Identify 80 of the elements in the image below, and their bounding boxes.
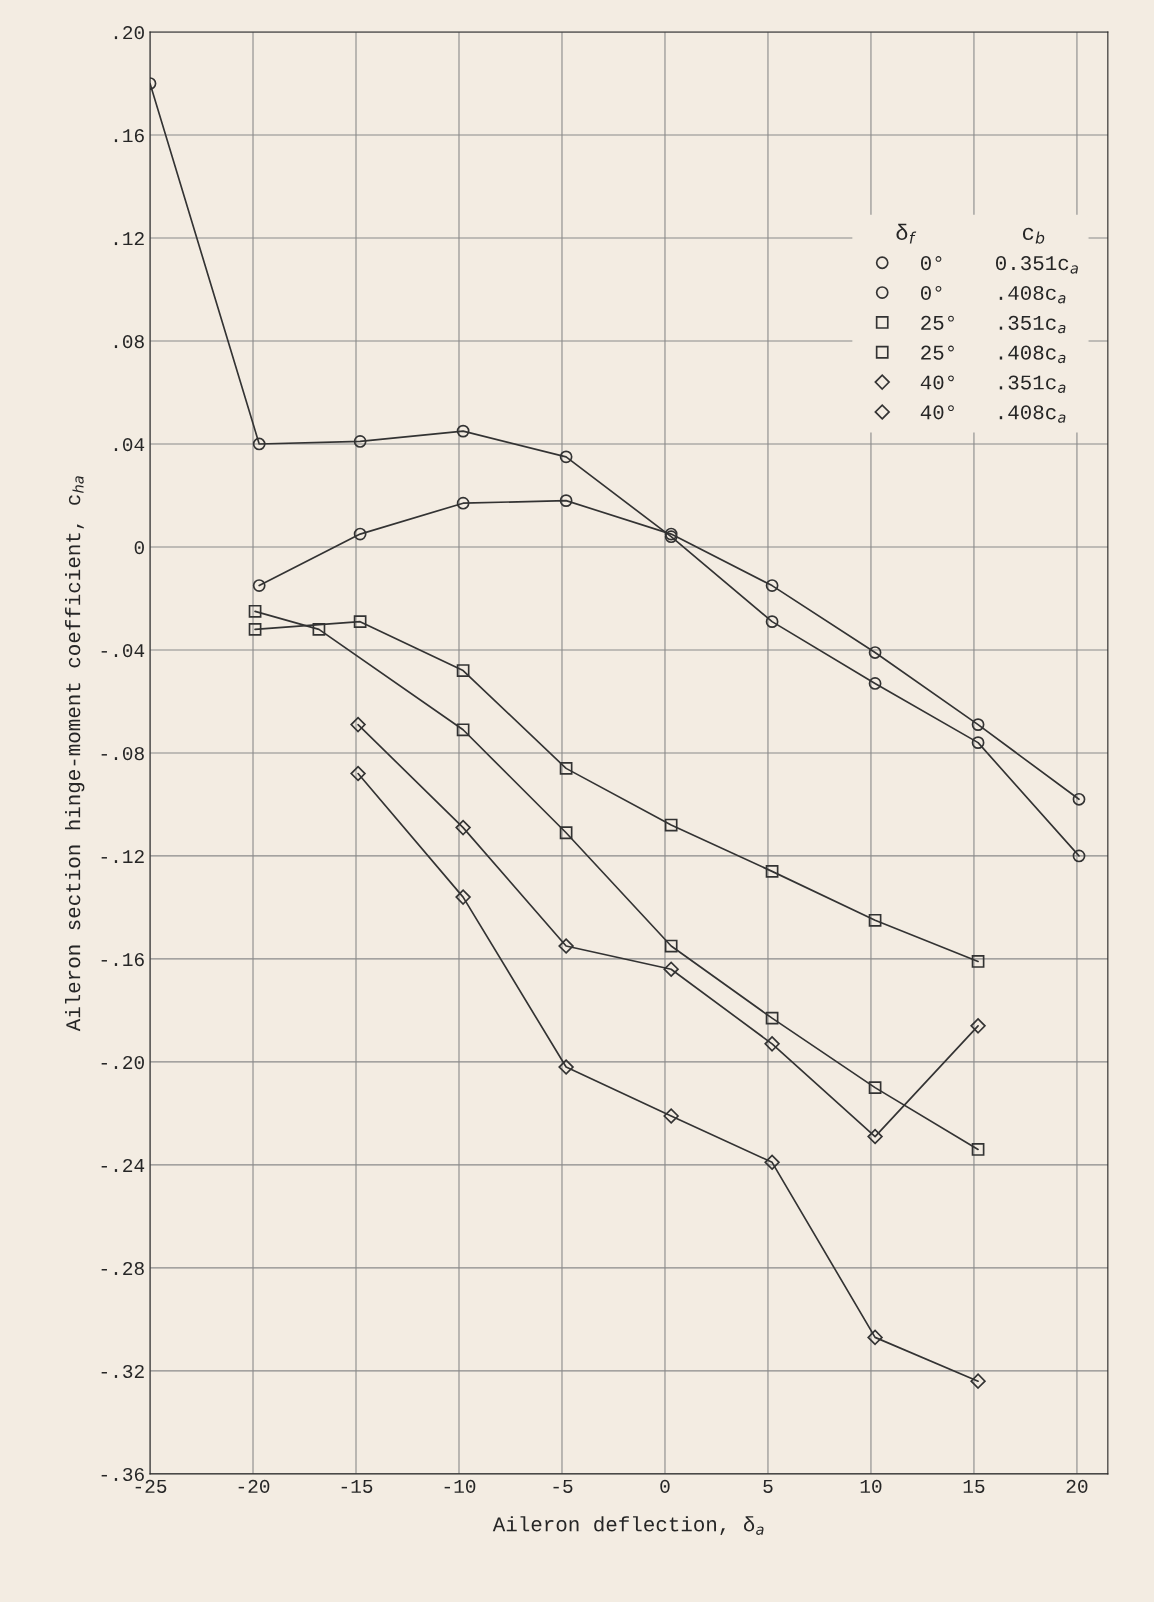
y-tick-label: -.24	[101, 1158, 145, 1172]
point	[868, 677, 882, 690]
point	[765, 864, 779, 878]
legend-label: 25° .351c$_{a}$	[921, 315, 1066, 334]
y-tick-label: .16	[114, 129, 144, 143]
y-tick-label: -.12	[101, 849, 144, 863]
legend-label: 0° .408c$_{a}$	[920, 285, 1066, 304]
point	[252, 437, 266, 451]
point	[970, 1373, 986, 1389]
y-tick-label: .08	[114, 335, 144, 349]
y-tick-label: -.32	[101, 1364, 144, 1379]
point	[350, 765, 366, 782]
y-tick-label: .12	[114, 232, 144, 246]
point	[867, 1128, 883, 1145]
point	[353, 615, 367, 629]
point	[248, 604, 262, 618]
point	[248, 622, 262, 636]
legend-label: 0° 0.351c$_{a}$	[920, 256, 1078, 274]
x-tick-label: -25	[135, 1479, 167, 1493]
x-tick-label: 5	[763, 1479, 773, 1493]
point	[350, 716, 366, 733]
point	[765, 579, 779, 592]
point	[867, 1329, 883, 1346]
y-tick-label: -.28	[101, 1261, 144, 1276]
y-tick-label: -.36	[101, 1467, 144, 1482]
x-tick-label: 15	[963, 1479, 985, 1493]
point	[1072, 792, 1086, 806]
y-tick-label: -.20	[101, 1055, 144, 1070]
point	[765, 615, 779, 629]
point	[353, 435, 367, 448]
point	[664, 939, 678, 953]
point	[252, 579, 266, 592]
point	[559, 826, 573, 840]
point	[559, 450, 573, 464]
y-tick-label: .20	[114, 26, 144, 40]
point	[353, 527, 367, 541]
point	[971, 955, 985, 968]
point	[971, 736, 985, 750]
point	[456, 723, 470, 737]
point	[868, 913, 882, 927]
y-axis-title: Aileron section hinge-moment coefficient, c$_{ha}$	[65, 476, 85, 1032]
y-tick-label: 0	[134, 541, 144, 555]
point	[764, 1036, 780, 1052]
point	[971, 1143, 985, 1156]
x-tick-label: 10	[860, 1479, 882, 1493]
point	[455, 819, 471, 836]
point	[868, 646, 882, 659]
point	[456, 664, 470, 677]
legend-label: 40° .351c$_{a}$	[920, 375, 1066, 393]
legend-label: 40° .408c$_{a}$	[920, 405, 1066, 423]
point	[456, 496, 470, 510]
point	[455, 889, 471, 905]
point	[664, 818, 678, 832]
x-tick-label: -15	[341, 1479, 373, 1493]
point	[558, 1059, 574, 1075]
point	[559, 761, 573, 775]
point	[971, 718, 985, 732]
point	[456, 424, 470, 438]
point	[764, 1154, 780, 1171]
point	[663, 1108, 679, 1124]
y-tick-label: -.08	[101, 746, 144, 761]
x-tick-label: 0	[660, 1479, 670, 1493]
text: δ$_{f}$ c$_{b}$	[896, 223, 1045, 244]
x-tick-label: 20	[1066, 1479, 1088, 1493]
x-tick-label: -20	[238, 1479, 270, 1493]
point	[663, 961, 679, 977]
point	[1072, 849, 1086, 863]
point	[868, 1081, 882, 1095]
point	[558, 938, 574, 954]
point	[559, 494, 573, 508]
legend-label: 25° .408c$_{a}$	[921, 345, 1066, 364]
x-axis-title: Aileron deflection, δ$_{a}$	[492, 1516, 764, 1535]
y-tick-label: -.16	[101, 952, 144, 967]
x-tick-label: -10	[444, 1479, 476, 1493]
y-tick-label: .04	[114, 438, 145, 452]
x-tick-label: -5	[553, 1479, 573, 1493]
y-tick-label: -.04	[101, 643, 145, 658]
point	[312, 622, 326, 636]
point	[970, 1018, 986, 1034]
point	[765, 1011, 779, 1025]
